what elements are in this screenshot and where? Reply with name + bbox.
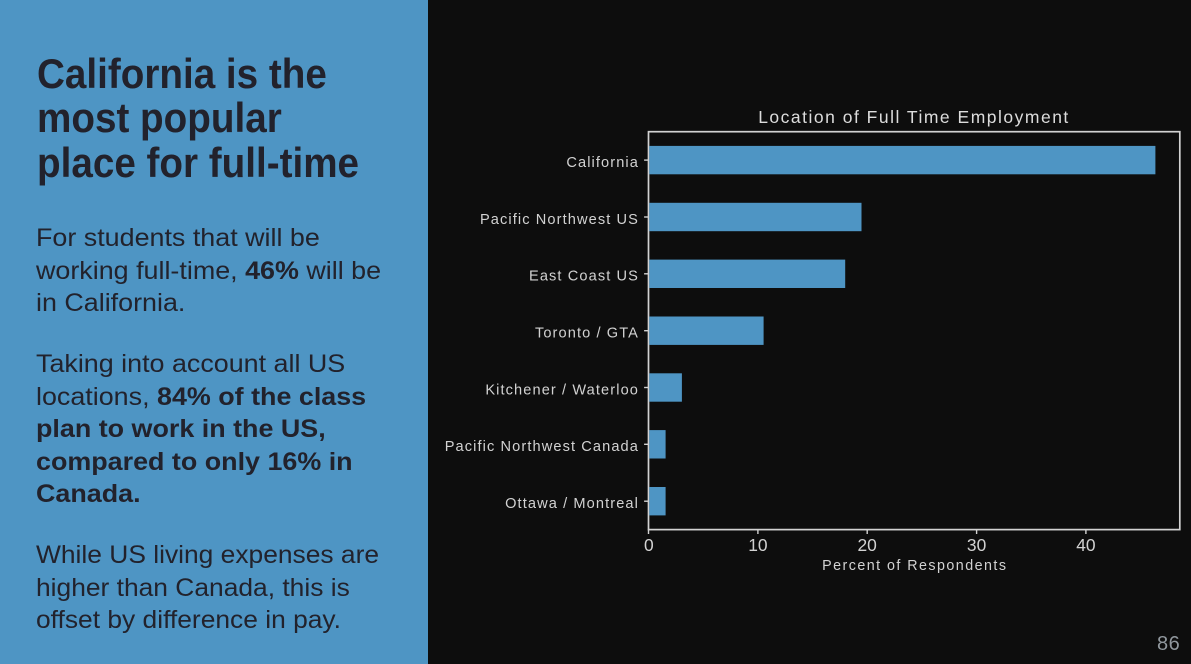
svg-text:East Coast US: East Coast US (529, 269, 639, 285)
svg-text:10: 10 (748, 535, 767, 555)
svg-text:20: 20 (858, 535, 877, 555)
svg-text:Percent of Respondents: Percent of Respondents (822, 558, 1007, 574)
svg-text:Pacific Northwest US: Pacific Northwest US (480, 212, 639, 228)
svg-text:Toronto / GTA: Toronto / GTA (535, 326, 639, 342)
svg-text:30: 30 (967, 535, 986, 555)
svg-text:Location of Full Time Employme: Location of Full Time Employment (758, 107, 1070, 127)
svg-text:40: 40 (1076, 535, 1095, 555)
svg-text:0: 0 (644, 535, 654, 555)
svg-text:Pacific Northwest Canada: Pacific Northwest Canada (445, 439, 639, 455)
svg-text:California: California (566, 155, 639, 171)
svg-text:Kitchener / Waterloo: Kitchener / Waterloo (485, 382, 639, 398)
svg-text:Ottawa / Montreal: Ottawa / Montreal (505, 496, 639, 512)
